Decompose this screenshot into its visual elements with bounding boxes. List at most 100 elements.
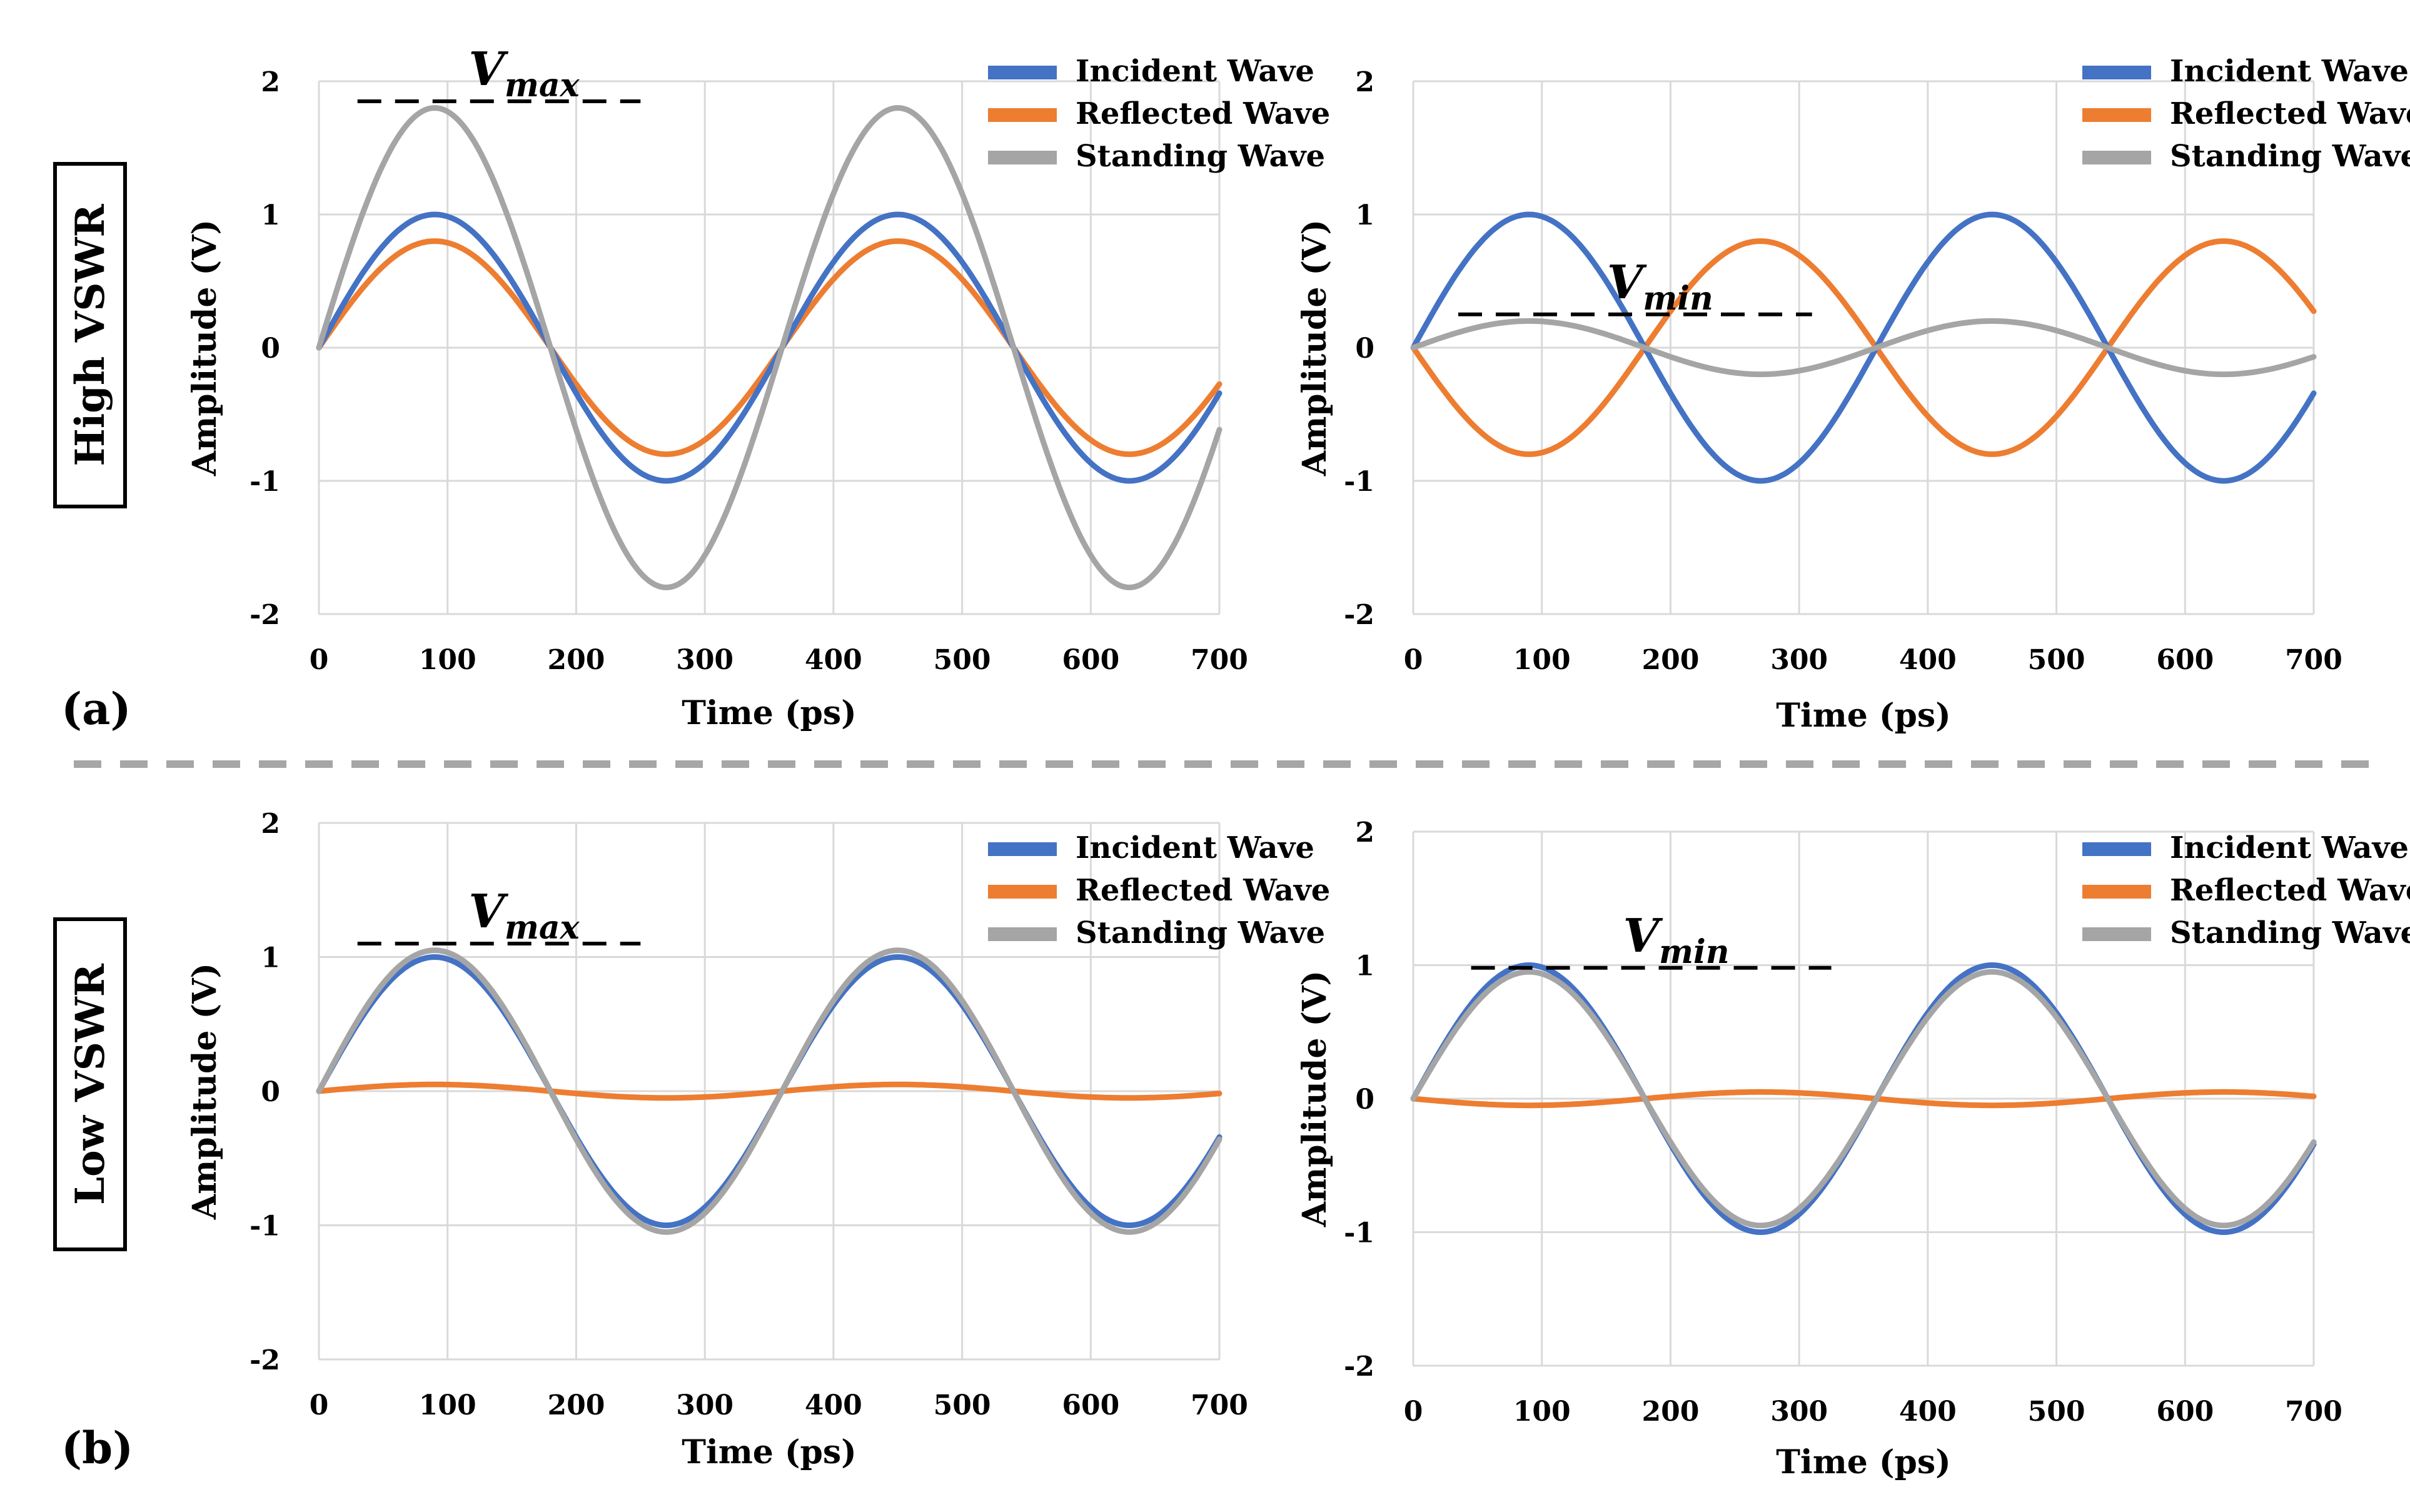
x-tick-label: 400 [805, 644, 862, 676]
x-tick-label: 400 [1899, 644, 1957, 676]
y-tick-label: 0 [1355, 333, 1374, 365]
x-axis-title: Time (ps) [1776, 1443, 1951, 1481]
row-label-low-box [53, 917, 127, 1251]
y-tick-label: -1 [1344, 1217, 1374, 1249]
y-tick-label: 1 [261, 942, 280, 974]
y-tick-label: 1 [261, 199, 280, 231]
x-tick-label: 400 [805, 1389, 862, 1421]
x-tick-label: 200 [1641, 644, 1699, 676]
v-min-label: Vmin [1607, 256, 1713, 318]
chart-high-vswr-vmin: 0 100 200 300 400 500 600 700 2 1 0 -1 -2 Time (ps) Am… [1296, 54, 2410, 735]
v-max-symbol: V [468, 885, 508, 939]
y-axis-title: Amplitude (V) [186, 963, 224, 1220]
v-min-symbol: V [1607, 256, 1647, 310]
x-axis-title: Time (ps) [1776, 697, 1951, 735]
x-tick-label: 100 [419, 1389, 476, 1421]
panel-label-b: (b) [61, 1422, 133, 1474]
x-tick-label: 400 [1899, 1396, 1957, 1428]
incident-legend-label: Incident Wave [2170, 830, 2409, 865]
x-tick-label: 700 [1191, 644, 1248, 676]
row-label-low-text: Low VSWR [67, 963, 114, 1205]
incident-wave-line [316, 211, 1223, 484]
y-tick-label: 2 [261, 66, 280, 98]
v-max-subscript: max [505, 909, 580, 947]
reflected-wave-line [1410, 238, 2317, 457]
x-tick-label: 700 [1191, 1389, 1248, 1421]
incident-wave-line [1410, 211, 2317, 484]
v-max-subscript: max [505, 66, 580, 104]
v-max-label: Vmax [468, 43, 580, 104]
x-tick-label: 600 [2156, 1396, 2214, 1428]
row-label-high-text: High VSWR [67, 204, 114, 466]
y-tick-label: 0 [1355, 1084, 1374, 1116]
incident-legend-label: Incident Wave [1076, 54, 1314, 89]
reflected-legend-label: Reflected Wave [1076, 96, 1330, 131]
y-tick-label: 1 [1355, 199, 1374, 231]
row-label-low: Low VSWR [53, 917, 127, 1251]
x-tick-label: 500 [2028, 1396, 2085, 1428]
x-tick-label: 100 [1513, 644, 1571, 676]
y-axis-title: Amplitude (V) [186, 219, 224, 476]
x-tick-label: 600 [1062, 644, 1119, 676]
panel-label-a: (a) [61, 683, 131, 735]
x-tick-label: 500 [934, 1389, 991, 1421]
y-tick-label: -1 [1344, 466, 1374, 498]
reflected-legend-label: Reflected Wave [2170, 96, 2410, 131]
y-tick-label: 2 [261, 808, 280, 840]
chart-low-vswr-vmax: 0 100 200 300 400 500 600 700 2 1 0 -1 -2 Time (ps) Am… [186, 808, 1330, 1471]
reflected-wave-line [1410, 1089, 2317, 1109]
x-tick-label: 0 [310, 644, 329, 676]
standing-legend-label: Standing Wave [1076, 915, 1325, 950]
x-tick-label: 300 [1770, 644, 1828, 676]
x-tick-label: 200 [547, 644, 605, 676]
x-tick-label: 600 [1062, 1389, 1119, 1421]
v-min-label: Vmin [1623, 909, 1730, 971]
reflected-legend-label: Reflected Wave [2170, 873, 2410, 908]
x-tick-label: 0 [1404, 1396, 1423, 1428]
x-tick-label: 300 [676, 644, 734, 676]
v-min-symbol: V [1623, 909, 1663, 963]
y-tick-label: -1 [250, 1211, 280, 1242]
incident-legend-label: Incident Wave [2170, 54, 2409, 89]
row-label-high: High VSWR [53, 162, 127, 508]
standing-legend-label: Standing Wave [1076, 139, 1325, 174]
y-tick-label: 2 [1355, 66, 1374, 98]
x-tick-label: 600 [2156, 644, 2214, 676]
y-tick-label: 0 [261, 1076, 280, 1108]
standing-legend-label: Standing Wave [2170, 915, 2410, 950]
y-tick-label: -2 [1344, 1351, 1374, 1383]
x-tick-label: 500 [2028, 644, 2085, 676]
standing-wave-line [1410, 318, 2317, 378]
row-label-high-box [53, 162, 127, 508]
y-tick-label: -2 [1344, 599, 1374, 631]
standing-wave-line [1410, 969, 2317, 1229]
x-tick-label: 300 [1770, 1396, 1828, 1428]
y-tick-label: 0 [261, 333, 280, 365]
x-tick-label: 100 [419, 644, 476, 676]
x-tick-label: 200 [547, 1389, 605, 1421]
chart-high-vswr-vmax: 0 100 200 300 400 500 600 700 2 1 0 -1 -2 Time (ps) Am… [186, 43, 1330, 732]
standing-legend-label: Standing Wave [2170, 139, 2410, 174]
x-tick-label: 100 [1513, 1396, 1571, 1428]
x-tick-label: 0 [1404, 644, 1423, 676]
x-axis-title: Time (ps) [682, 1433, 857, 1471]
x-axis-title: Time (ps) [682, 694, 857, 732]
chart-low-vswr-vmin: 0 100 200 300 400 500 600 700 2 1 0 -1 -2 Time (ps) Am… [1296, 817, 2410, 1481]
v-max-label: Vmax [468, 885, 580, 947]
y-tick-label: -1 [250, 466, 280, 498]
x-tick-label: 500 [934, 644, 991, 676]
standing-wave-line [316, 947, 1223, 1235]
y-tick-label: -2 [250, 1344, 280, 1376]
y-tick-label: 1 [1355, 950, 1374, 982]
x-tick-label: 700 [2285, 644, 2342, 676]
x-tick-label: 200 [1641, 1396, 1699, 1428]
v-min-subscript: min [1659, 933, 1730, 971]
reflected-wave-line [316, 1081, 1223, 1101]
x-tick-label: 0 [310, 1389, 329, 1421]
v-min-subscript: min [1643, 280, 1713, 318]
reflected-legend-label: Reflected Wave [1076, 873, 1330, 908]
y-axis-title: Amplitude (V) [1296, 970, 1334, 1227]
incident-legend-label: Incident Wave [1076, 830, 1314, 865]
